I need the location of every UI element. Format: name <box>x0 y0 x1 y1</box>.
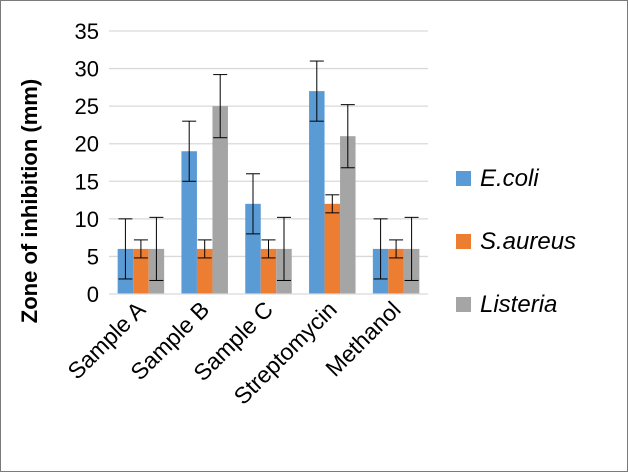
bar <box>196 248 213 294</box>
bar <box>133 248 149 294</box>
legend-swatch <box>456 297 471 312</box>
y-tick-label: 0 <box>87 282 99 307</box>
bar <box>260 248 277 294</box>
gridlines <box>109 30 428 258</box>
bar <box>245 203 261 294</box>
legend-swatch <box>456 234 471 249</box>
y-tick-label: 30 <box>75 57 99 82</box>
y-tick-label: 35 <box>75 19 99 44</box>
bar <box>340 136 356 294</box>
bar <box>309 91 325 294</box>
y-tick-label: 10 <box>75 207 99 232</box>
y-tick-label: 15 <box>75 169 99 194</box>
error-bars <box>118 60 419 281</box>
y-tick-labels: 0 5 10 15 20 25 30 35 <box>75 19 99 307</box>
bars <box>117 91 420 295</box>
bar <box>212 106 228 295</box>
legend: E.coli S.aureus Listeria <box>456 165 576 318</box>
y-axis-title: Zone of inhibition (mm) <box>17 79 42 323</box>
y-tick-label: 5 <box>87 244 99 269</box>
legend-label: E.coli <box>480 165 539 192</box>
legend-swatch <box>456 171 471 186</box>
bar <box>324 203 341 294</box>
bar <box>388 248 404 294</box>
bar <box>181 151 197 294</box>
y-tick-label: 25 <box>75 94 99 119</box>
y-tick-label: 20 <box>75 132 99 157</box>
legend-label: S.aureus <box>480 228 576 255</box>
legend-label: Listeria <box>480 291 557 318</box>
